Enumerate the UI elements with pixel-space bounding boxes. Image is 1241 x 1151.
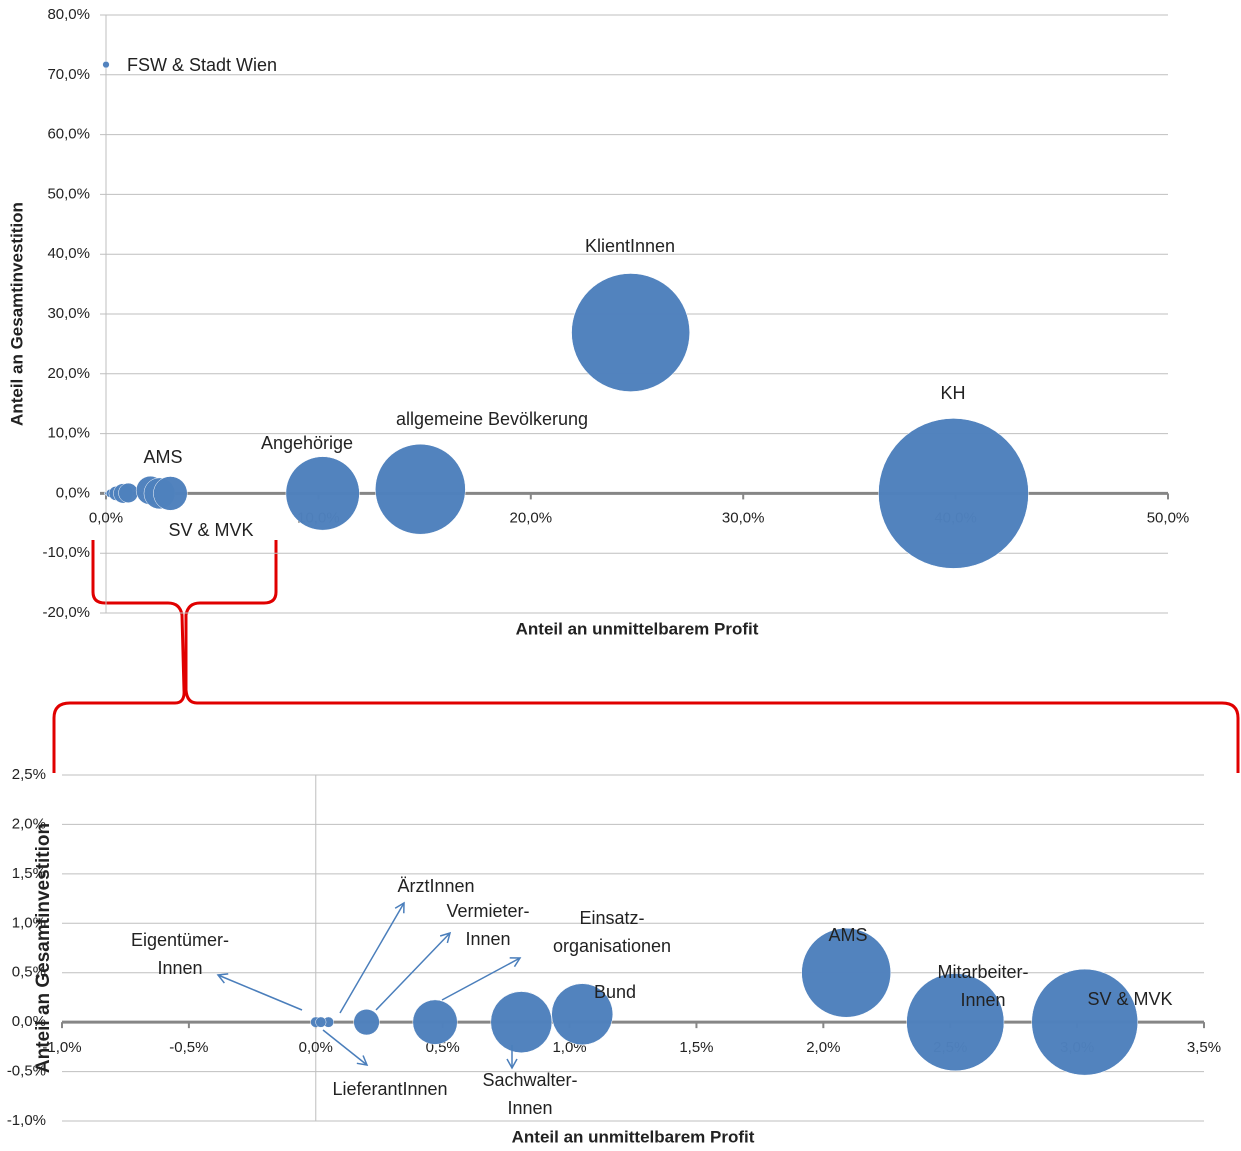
y-tick-label: 50,0%	[47, 185, 90, 202]
bubble	[878, 418, 1029, 569]
label-arrows	[216, 901, 522, 1070]
x-tick-label: 30,0%	[722, 509, 765, 526]
bubble	[412, 999, 458, 1045]
bubble-label: ÄrztInnen	[397, 876, 474, 896]
bubble-label: Mitarbeiter-	[937, 962, 1028, 982]
y-tick-label: 0,5%	[12, 964, 46, 981]
bubble-label: organisationen	[553, 936, 671, 956]
bubble	[353, 1009, 380, 1036]
zoom-bracket	[52, 540, 1240, 773]
y-tick-label: 70,0%	[47, 66, 90, 83]
bubble-label: Angehörige	[261, 433, 353, 453]
arrow	[441, 957, 522, 1001]
x-tick-label: 0,0%	[89, 509, 123, 526]
bubble	[571, 273, 690, 392]
arrow	[339, 901, 405, 1014]
arrow	[322, 1029, 369, 1066]
y-tick-label: 10,0%	[47, 425, 90, 442]
bubble	[285, 456, 360, 531]
x-tick-label: 0,0%	[299, 1039, 333, 1056]
y-tick-label: 0,0%	[56, 484, 90, 501]
bubble	[801, 927, 891, 1018]
x-tick-label: 50,0%	[1147, 509, 1190, 526]
arrow	[216, 973, 303, 1011]
x-axis-title: Anteil an unmittelbarem Profit	[512, 1127, 755, 1146]
y-tick-label: 1,5%	[12, 865, 46, 882]
bubble-label: Innen	[507, 1098, 552, 1118]
y-tick-label: -10,0%	[42, 544, 90, 561]
bubble	[118, 482, 139, 503]
y-tick-label: 2,5%	[12, 766, 46, 783]
y-tick-label: -1,0%	[7, 1112, 46, 1129]
bubble-label: SV & MVK	[1087, 989, 1172, 1009]
bubble-label: Eigentümer-	[131, 930, 229, 950]
bubble-label: Innen	[157, 958, 202, 978]
y-tick-label: 40,0%	[47, 245, 90, 262]
x-axis-title: Anteil an unmittelbarem Profit	[516, 619, 759, 638]
y-tick-label: 20,0%	[47, 365, 90, 382]
bubble-label: SV & MVK	[168, 520, 253, 540]
y-tick-label: 2,0%	[12, 815, 46, 832]
arrow	[375, 931, 452, 1011]
bubble	[551, 983, 614, 1046]
bubble-label: KlientInnen	[585, 236, 675, 256]
x-tick-label: 20,0%	[510, 509, 553, 526]
y-tick-label: -0,5%	[7, 1063, 46, 1080]
bubble	[906, 973, 1005, 1072]
bubble-label: FSW & Stadt Wien	[127, 55, 277, 75]
y-axis-title: Anteil an Gesamtinvestition	[7, 202, 26, 426]
y-tick-label: 1,0%	[12, 914, 46, 931]
bubble-label: AMS	[143, 447, 182, 467]
bubble-label: allgemeine Bevölkerung	[396, 409, 588, 429]
x-tick-label: -0,5%	[169, 1039, 208, 1056]
x-tick-label: 2,0%	[806, 1039, 840, 1056]
x-tick-label: -1,0%	[42, 1039, 81, 1056]
y-tick-label: -20,0%	[42, 604, 90, 621]
bubble-label: Innen	[465, 929, 510, 949]
x-tick-label: 3,5%	[1187, 1039, 1221, 1056]
bubble	[153, 476, 188, 511]
bubble	[315, 1016, 327, 1028]
y-axis-title: Anteil an Gesamtinvestition	[33, 823, 54, 1073]
x-tick-label: 1,5%	[679, 1039, 713, 1056]
y-tick-label: 60,0%	[47, 126, 90, 143]
bubble-label: Bund	[594, 982, 636, 1002]
y-tick-label: 30,0%	[47, 305, 90, 322]
bubble	[1031, 968, 1138, 1076]
bubble-label: LieferantInnen	[332, 1079, 447, 1099]
bubble-label: AMS	[828, 925, 867, 945]
bubble-label: Sachwalter-	[482, 1070, 577, 1090]
bubble	[102, 61, 110, 69]
bubble	[375, 443, 466, 535]
y-tick-label: 0,0%	[12, 1013, 46, 1030]
y-tick-label: 80,0%	[47, 6, 90, 23]
bubble-label: Innen	[960, 990, 1005, 1010]
bubble-label: Einsatz-	[579, 908, 644, 928]
bubble-label: KH	[940, 383, 965, 403]
bubble	[490, 991, 553, 1053]
bubble-label: Vermieter-	[446, 901, 529, 921]
